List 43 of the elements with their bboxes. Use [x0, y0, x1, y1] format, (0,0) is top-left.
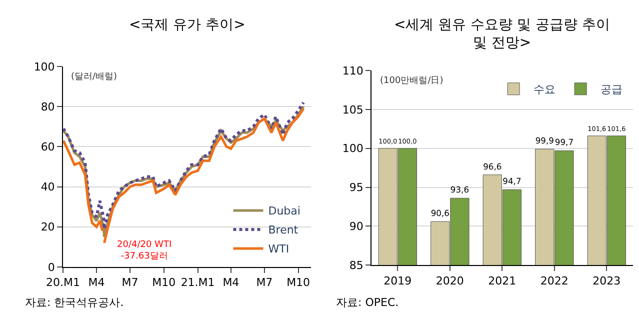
x-tick-label: M7	[256, 276, 273, 290]
text: 자료: 한국석유공사.	[25, 296, 124, 309]
legend-label: 공급	[600, 83, 623, 96]
x-tick-label: M4	[88, 276, 105, 290]
x-tick-label: M4	[222, 276, 240, 290]
y-tick-label: 0	[48, 260, 55, 274]
y-tick-label: 90	[349, 220, 364, 234]
y-axis-title: (100만배럴/日)	[380, 76, 444, 86]
data-label: 90,6	[430, 208, 450, 218]
annotation: 20/4/20 WTI -37.63달러	[117, 240, 172, 262]
x-tick-label: M10	[152, 276, 176, 290]
x-tick-label: 2021	[488, 274, 516, 288]
y-tick-label: 80	[40, 100, 55, 114]
legend-label: WTI	[268, 242, 290, 256]
x-tick-label: 2023	[592, 274, 621, 288]
y-tick-label: 85	[349, 258, 364, 272]
y-axis-title: (달러/배럴)	[71, 72, 118, 82]
data-label: 93,6	[450, 184, 469, 195]
x-tick-label: 2019	[384, 274, 412, 288]
legend-label: Brent	[268, 224, 299, 237]
x-tick-label: 21.M1	[180, 276, 215, 290]
x-tick-label: 20.M1	[46, 276, 80, 290]
x-tick-label: M10	[286, 276, 310, 290]
x-tick-label: M7	[122, 276, 138, 290]
y-tick-label: 105	[342, 103, 364, 116]
y-tick-label: 40	[40, 180, 55, 194]
data-label: 94,7	[502, 176, 522, 186]
chart-title: <세계 원유 수요량 및 공급량 추이 및 전망>	[394, 17, 610, 52]
legend-label: 수요	[534, 83, 556, 96]
x-tick-label: 2022	[540, 274, 568, 288]
chart-title: <국제 유가 추이>	[129, 17, 246, 33]
text: 자료: OPEC.	[336, 296, 399, 309]
legend-label: Dubai	[268, 204, 300, 218]
y-tick-label: 100	[34, 60, 55, 74]
y-tick-label: 20	[40, 220, 55, 234]
y-tick-label: 100	[342, 142, 364, 156]
data-label: 96,6	[483, 161, 502, 172]
x-tick-label: 2020	[436, 274, 464, 288]
y-tick-label: 110	[342, 64, 364, 78]
y-tick-label: 95	[349, 181, 364, 194]
data-label: 99,9	[535, 136, 554, 146]
y-tick-label: 60	[40, 140, 55, 154]
data-label: 99,7	[554, 137, 574, 148]
